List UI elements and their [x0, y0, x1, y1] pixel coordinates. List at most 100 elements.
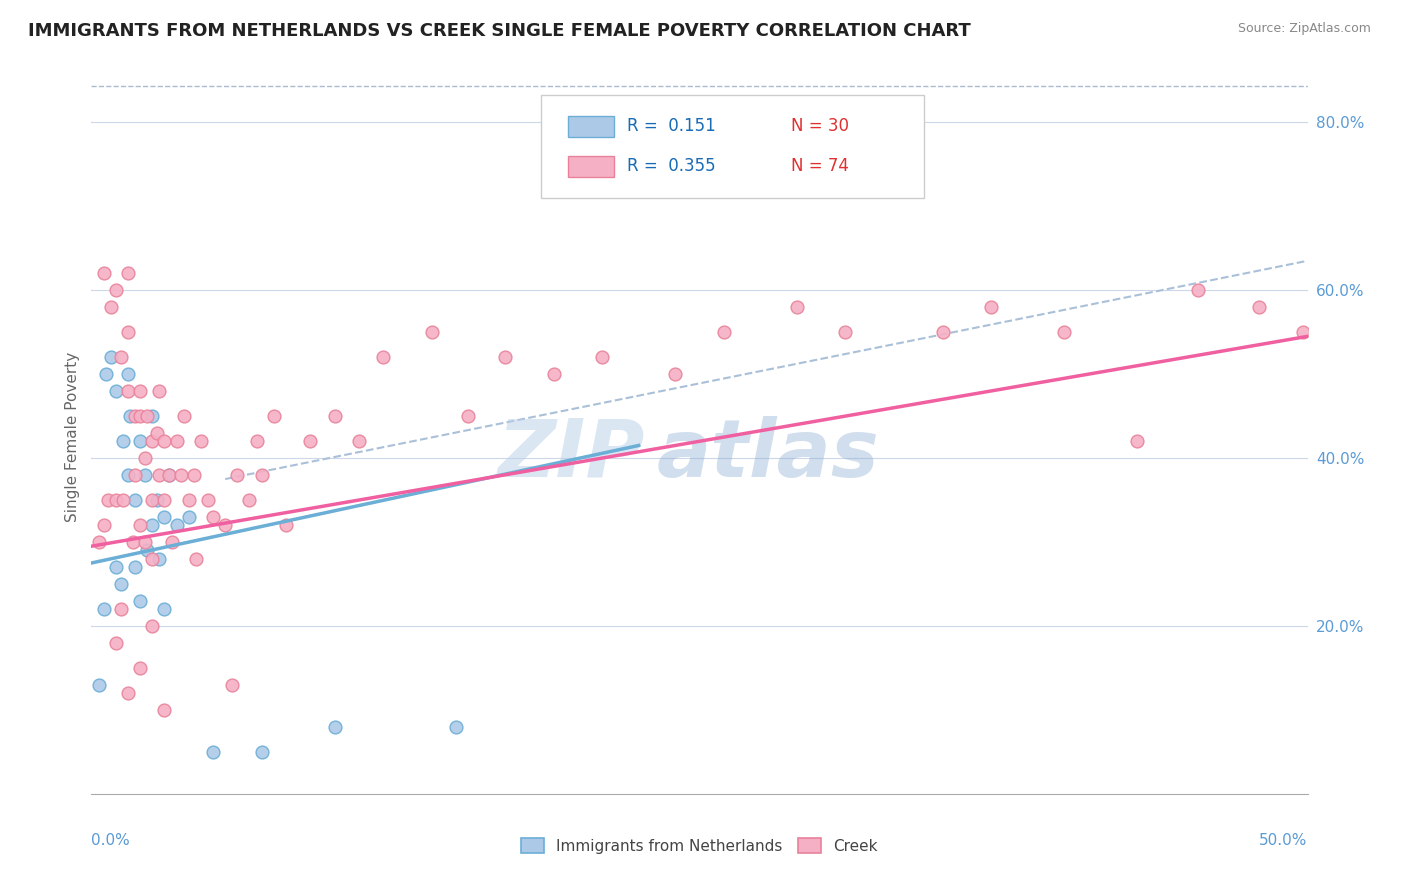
Point	[153, 602, 176, 616]
Point	[129, 661, 152, 675]
Point	[166, 434, 188, 449]
Point	[457, 409, 479, 423]
Bar	[568, 156, 614, 178]
Point	[444, 720, 467, 734]
Point	[136, 543, 159, 558]
Point	[931, 325, 953, 339]
Point	[226, 467, 249, 482]
Point	[1053, 325, 1076, 339]
Point	[166, 518, 188, 533]
Point	[141, 619, 163, 633]
Point	[124, 560, 146, 574]
Point	[124, 409, 146, 423]
Y-axis label: Single Female Poverty: Single Female Poverty	[65, 352, 80, 522]
Text: ZIP: ZIP	[498, 416, 645, 494]
Point	[104, 636, 127, 650]
Point	[124, 493, 146, 508]
Point	[104, 283, 127, 297]
Point	[148, 384, 170, 398]
Point	[148, 467, 170, 482]
Point	[153, 493, 176, 508]
Point	[494, 351, 516, 365]
Text: R =  0.355: R = 0.355	[627, 158, 716, 176]
Point	[117, 467, 139, 482]
Point	[173, 409, 195, 423]
Text: N = 74: N = 74	[790, 158, 849, 176]
Point	[134, 535, 156, 549]
Point	[323, 720, 346, 734]
Point	[129, 384, 152, 398]
Text: atlas: atlas	[657, 416, 880, 494]
Point	[373, 351, 395, 365]
Point	[110, 351, 132, 365]
Point	[786, 300, 808, 314]
Point	[834, 325, 856, 339]
Point	[170, 467, 193, 482]
Point	[93, 602, 115, 616]
Point	[148, 551, 170, 566]
Point	[299, 434, 322, 449]
Point	[129, 594, 152, 608]
Point	[157, 467, 180, 482]
Point	[274, 518, 297, 533]
Point	[97, 493, 120, 508]
Point	[153, 434, 176, 449]
Point	[1247, 300, 1270, 314]
Point	[214, 518, 236, 533]
Point	[111, 493, 134, 508]
Point	[129, 409, 152, 423]
Point	[141, 493, 163, 508]
Point	[124, 467, 146, 482]
Point	[153, 703, 176, 717]
Text: R =  0.151: R = 0.151	[627, 118, 716, 136]
Point	[190, 434, 212, 449]
Point	[134, 467, 156, 482]
Point	[87, 535, 110, 549]
Point	[323, 409, 346, 423]
Text: 50.0%: 50.0%	[1260, 833, 1308, 848]
Point	[146, 493, 169, 508]
Point	[250, 745, 273, 759]
Point	[160, 535, 183, 549]
Text: N = 30: N = 30	[790, 118, 849, 136]
Point	[93, 518, 115, 533]
Point	[1126, 434, 1149, 449]
Point	[347, 434, 370, 449]
Point	[157, 467, 180, 482]
Point	[197, 493, 219, 508]
Point	[121, 535, 143, 549]
Point	[1187, 283, 1209, 297]
Point	[104, 493, 127, 508]
Point	[117, 266, 139, 280]
Point	[980, 300, 1002, 314]
Point	[591, 351, 613, 365]
Point	[100, 351, 122, 365]
Point	[129, 518, 152, 533]
Point	[117, 325, 139, 339]
Point	[246, 434, 269, 449]
Point	[238, 493, 260, 508]
Point	[104, 560, 127, 574]
Point	[117, 384, 139, 398]
Point	[141, 409, 163, 423]
Point	[120, 409, 142, 423]
Point	[146, 425, 169, 440]
Point	[263, 409, 285, 423]
Point	[153, 509, 176, 524]
Point	[134, 451, 156, 466]
Point	[93, 266, 115, 280]
Point	[543, 367, 565, 381]
Point	[420, 325, 443, 339]
Point	[183, 467, 205, 482]
FancyBboxPatch shape	[541, 95, 925, 198]
Point	[202, 745, 225, 759]
Point	[100, 300, 122, 314]
Point	[1292, 325, 1315, 339]
Point	[713, 325, 735, 339]
Point	[110, 602, 132, 616]
Point	[184, 551, 207, 566]
Point	[94, 367, 117, 381]
Point	[221, 678, 243, 692]
Point	[141, 434, 163, 449]
Point	[141, 518, 163, 533]
